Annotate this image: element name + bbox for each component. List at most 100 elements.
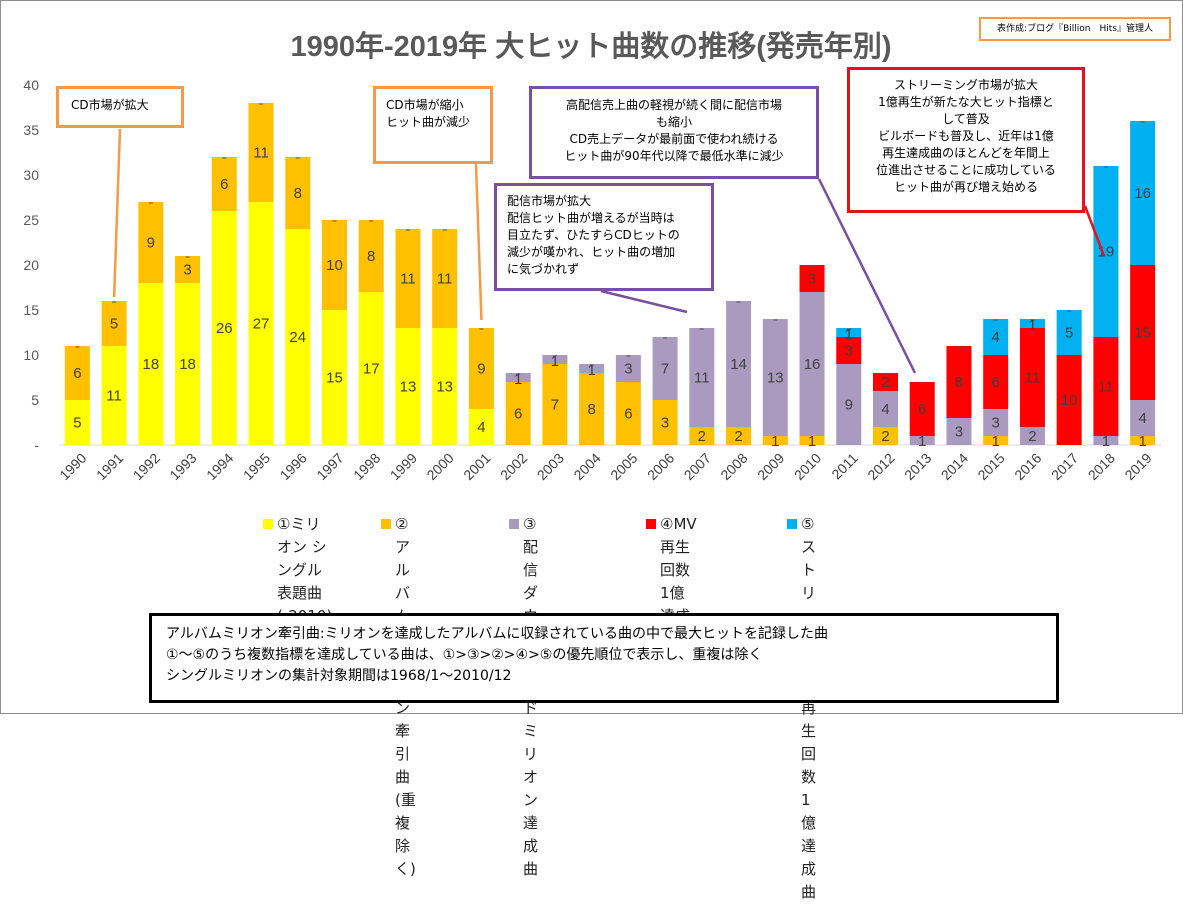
- bar-segment: [468, 409, 494, 445]
- legend-swatch: [787, 519, 797, 529]
- bar-segment: [211, 211, 237, 445]
- bar-value-label: 11: [694, 370, 710, 387]
- bar-value-label: 8: [955, 374, 963, 391]
- bar-segment: [909, 436, 935, 445]
- x-tick-label: 1999: [387, 450, 420, 483]
- bar-segment: [873, 391, 898, 427]
- bar-segment: [579, 373, 605, 445]
- bar-value-label: 2: [734, 428, 742, 445]
- bar-segment: [1019, 319, 1045, 328]
- bar-value-label: 11: [1098, 379, 1114, 396]
- bar-segment: [579, 364, 605, 373]
- x-tick-label: 2011: [828, 450, 861, 483]
- bar-segment: [909, 382, 935, 436]
- bar-segment: [652, 400, 678, 445]
- bar-value-label: 11: [437, 271, 453, 288]
- bar-value-label: 26: [216, 320, 233, 337]
- x-tick-label: 2013: [901, 450, 934, 483]
- bar-segment: [432, 229, 458, 328]
- x-tick-label: 2014: [938, 450, 971, 483]
- connector-cd-shrink: [474, 163, 483, 321]
- bar-value-label: 2: [1028, 428, 1036, 445]
- footnote-line-1: アルバムミリオン牽引曲:ミリオンを達成したアルバムに収録されている曲の中で最大ヒ…: [166, 626, 829, 642]
- bar-value-label: 2: [698, 428, 706, 445]
- x-tick-label: 1991: [93, 450, 126, 483]
- bar-segment: [873, 427, 898, 445]
- bar-value-label: 8: [367, 248, 375, 265]
- bar-value-label: 5: [1065, 325, 1073, 342]
- y-tick-label: 40: [23, 77, 39, 93]
- y-tick-label: 30: [23, 167, 39, 183]
- bar-segment: [285, 229, 311, 445]
- bar-segment: [1056, 310, 1082, 355]
- bar-value-label: 1: [918, 433, 926, 450]
- bar-value-label: 3: [955, 424, 963, 441]
- x-tick-label: 2007: [681, 450, 714, 483]
- bar-value-label: 6: [624, 406, 632, 423]
- bar-value-label: 3: [661, 415, 669, 432]
- bar-value-label: 18: [142, 356, 159, 373]
- x-tick-label: 2005: [607, 450, 640, 483]
- bar-value-label: 9: [845, 397, 853, 414]
- bar-value-label: 13: [436, 379, 453, 396]
- bar-value-label: 7: [551, 397, 559, 414]
- x-tick-label: 2000: [423, 450, 456, 483]
- bar-value-label: 1: [845, 326, 853, 343]
- bar-segment: [726, 301, 752, 427]
- bar-value-label: 1: [1028, 317, 1036, 334]
- annotation-cd-shrink: CD市場が縮小 ヒット曲が減少: [373, 86, 493, 164]
- bar-segment: [542, 355, 568, 364]
- bar-value-label: 5: [73, 415, 81, 432]
- x-tick-label: 2001: [460, 450, 493, 483]
- bar-segment: [138, 202, 164, 283]
- bar-segment: [615, 382, 641, 445]
- legend-swatch: [381, 519, 391, 529]
- bar-value-label: 9: [147, 235, 155, 252]
- bar-value-label: 17: [363, 361, 380, 378]
- bar-value-label: 3: [808, 271, 816, 288]
- bar-value-label: 11: [400, 271, 416, 288]
- x-tick-label: 2015: [974, 450, 1007, 483]
- bar-segment: [395, 328, 421, 445]
- bar-segment: [726, 427, 752, 445]
- bar-segment: [946, 418, 972, 445]
- bar-value-label: 11: [1025, 370, 1041, 387]
- bar-segment: [836, 328, 862, 337]
- bar-segment: [358, 220, 384, 292]
- bar-value-label: 13: [767, 370, 784, 387]
- bar-value-label: 6: [918, 401, 926, 418]
- y-tick-label: 10: [23, 347, 39, 363]
- bar-value-label: 1: [514, 371, 522, 388]
- bar-value-label: 1: [587, 362, 595, 379]
- bar-segment: [505, 382, 531, 445]
- bar-segment: [395, 229, 421, 328]
- bar-segment: [248, 202, 274, 445]
- bar-segment: [1130, 436, 1156, 445]
- bar-value-label: 24: [289, 329, 306, 346]
- bar-value-label: 13: [400, 379, 417, 396]
- bar-segment: [689, 427, 715, 445]
- annotation-cd-expand: CD市場が拡大: [56, 86, 184, 128]
- bar-segment: [64, 346, 90, 400]
- x-tick-label: 2019: [1121, 450, 1154, 483]
- y-tick-label: 25: [23, 212, 39, 228]
- annotation-streaming-expand: ストリーミング市場が拡大 1億再生が新たな大ヒット指標と して普及 ビルボードも…: [847, 67, 1085, 213]
- bar-segment: [138, 283, 164, 445]
- bar-segment: [505, 373, 531, 382]
- bar-value-label: 8: [294, 185, 302, 202]
- bar-segment: [175, 283, 201, 445]
- y-tick-label: -: [34, 437, 39, 453]
- bar-value-label: 1: [1138, 433, 1146, 450]
- bar-segment: [358, 292, 384, 445]
- bar-segment: [799, 292, 825, 436]
- bar-value-label: 16: [1134, 185, 1151, 202]
- bar-segment: [873, 373, 898, 391]
- bar-segment: [762, 436, 788, 445]
- y-tick-label: 5: [31, 392, 39, 408]
- connector-streaming-expand: [1083, 205, 1106, 257]
- x-tick-label: 1993: [166, 450, 199, 483]
- chart-title: 1990年-2019年 大ヒット曲数の推移(発売年別): [290, 29, 891, 63]
- x-tick-label: 2004: [570, 450, 603, 483]
- bar-value-label: 4: [477, 419, 485, 436]
